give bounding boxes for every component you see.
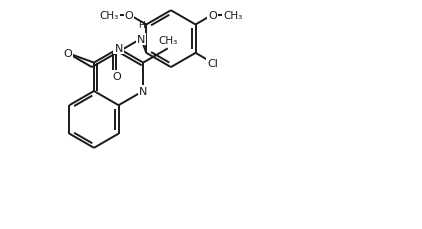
Text: Cl: Cl [207,59,218,68]
Text: O: O [63,49,72,59]
Text: N: N [137,35,145,44]
Text: O: O [125,11,133,20]
Text: CH₃: CH₃ [158,36,177,46]
Text: CH₃: CH₃ [100,11,119,20]
Text: H: H [138,20,144,29]
Text: O: O [112,71,121,81]
Text: N: N [114,44,123,54]
Text: CH₃: CH₃ [223,11,242,20]
Text: O: O [208,11,217,20]
Text: N: N [139,87,147,97]
